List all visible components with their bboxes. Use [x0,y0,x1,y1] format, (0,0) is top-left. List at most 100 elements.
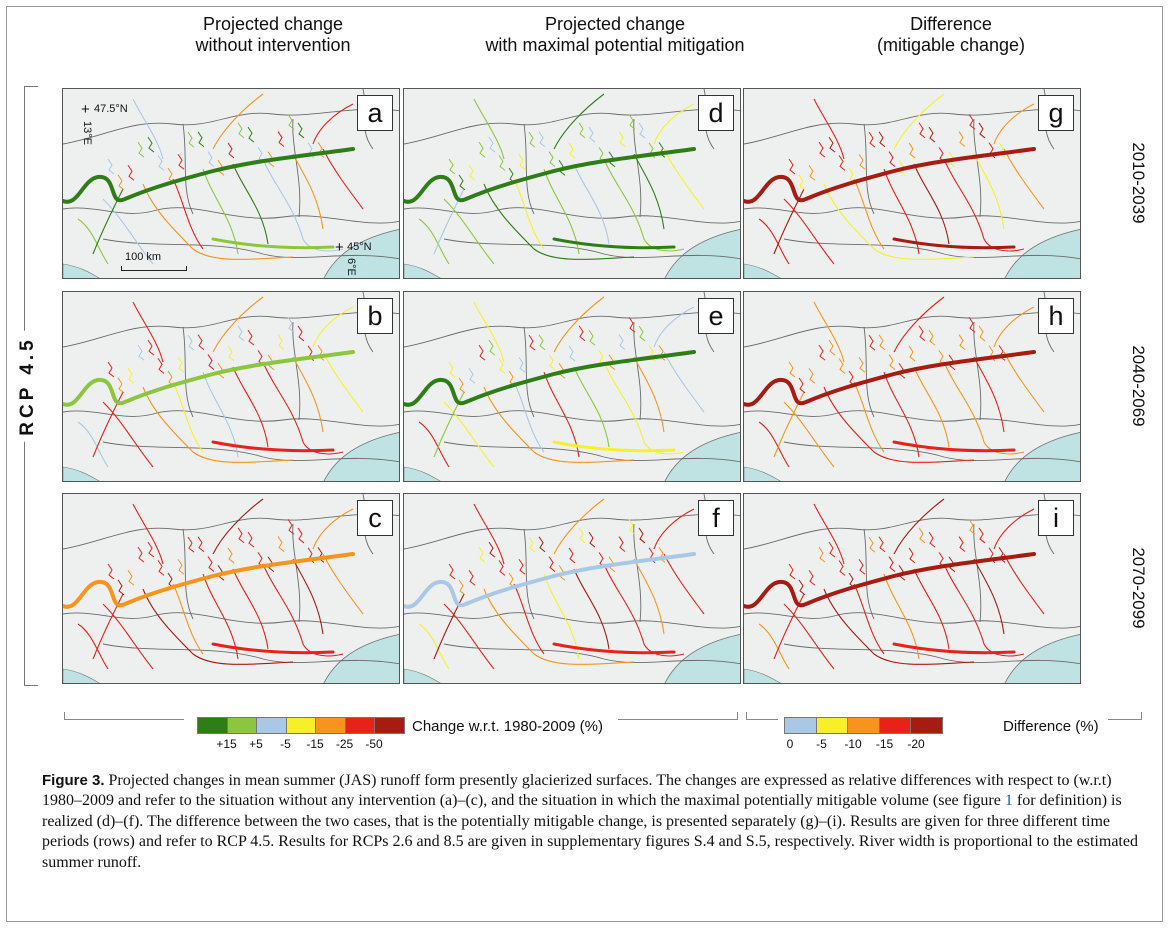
glacier-stream [568,142,576,159]
glacier-stream [297,325,305,342]
tributary-river [212,296,264,353]
tributary-river [573,366,610,448]
glacier-stream [808,165,816,181]
glacier-stream [628,316,636,333]
glacier-stream [998,345,1006,361]
tributary-river [142,588,294,665]
tributary-river [513,583,545,655]
glacier-stream [297,527,305,544]
tributary-river [813,98,845,160]
tributary-river [322,351,364,413]
map-panel-b: b [62,291,400,482]
tributary-river [773,593,805,660]
glacier-stream [968,518,976,535]
glacier-stream [187,536,195,553]
glacier-stream [287,113,295,130]
sea-area [63,263,100,278]
tributary-river [973,356,1005,433]
legend-difference-title: Difference (%) [1003,718,1099,735]
tributary-river [993,103,1035,145]
tributary-river [322,553,364,615]
sea-area [1004,229,1080,278]
glacier-stream [788,563,796,580]
glacier-stream [247,329,255,346]
tributary-river [172,381,204,453]
tributary-river [262,361,344,455]
figure-caption: Figure 3. Projected changes in mean summ… [42,771,1142,873]
glacier-stream [127,368,135,384]
country-border [63,513,399,550]
tributary-river [473,503,505,565]
glacier-stream [838,155,846,171]
glacier-stream [528,131,536,148]
tributary-river [443,198,495,265]
legend-swatch [878,717,911,734]
glacier-stream [858,153,866,170]
tributary-river [633,153,665,230]
glacier-stream [958,536,966,552]
panel-letter-e: e [698,298,734,334]
glacier-stream [488,541,496,558]
legend-swatch [226,717,257,734]
glacier-stream [878,131,886,148]
tributary-river [77,218,109,265]
glacier-stream [888,151,896,167]
tributary-river [513,381,545,453]
country-border [443,238,740,260]
river-map [744,292,1080,481]
tributary-river [292,153,324,230]
country-border [443,643,740,665]
legend-tick-label: -10 [844,737,862,751]
river-map [404,292,740,481]
tributary-river [262,158,344,252]
glacier-stream [538,536,546,553]
map-panel-i: i [743,493,1081,684]
glacier-stream [187,131,195,148]
glacier-stream [127,570,135,586]
glacier-stream [528,536,536,553]
tributary-river [993,306,1035,348]
tributary-river [853,583,885,655]
tributary-river [603,563,685,657]
tributary-river [813,301,845,363]
main-river [404,552,696,609]
glacier-stream [147,541,155,558]
tributary-river [443,603,495,670]
caption-figure-link[interactable]: 1 [1004,792,1013,810]
legend-swatch [910,717,943,734]
scale-label: 100 km [125,251,162,263]
caption-label: Figure 3. [42,772,105,789]
tributary-river [653,306,695,348]
glacier-stream [828,541,836,558]
glacier-stream [458,579,466,596]
glacier-stream [157,155,165,171]
glacier-stream [458,174,466,191]
glacier-stream [958,131,966,147]
map-panel-g: g [743,88,1081,279]
map-panel-d: d [403,88,741,279]
tributary-river [893,93,945,150]
tributary-river [823,588,975,665]
glacier-stream [568,547,576,564]
glacier-stream [478,546,486,563]
tributary-river [758,623,790,670]
sea-area [664,229,740,278]
tributary-river [433,593,465,660]
column-header-line2: without intervention [195,35,351,55]
panel-letter-b: b [357,298,393,334]
tributary-river [783,198,835,265]
glacier-stream [287,316,295,333]
glacier-stream [798,174,806,191]
column-header-line2: with maximal potential mitigation [485,35,745,55]
tributary-river [823,183,975,260]
legend-change-title: Change w.r.t. 1980-2009 (%) [412,718,603,735]
glacier-stream [107,361,115,378]
map-panel-f: f [403,493,741,684]
glacier-stream [918,325,926,342]
country-border [863,123,875,215]
glacier-stream [227,345,235,362]
glacier-stream [498,560,506,576]
glacier-stream [788,158,796,175]
country-border [404,311,740,348]
tributary-river [132,98,164,160]
